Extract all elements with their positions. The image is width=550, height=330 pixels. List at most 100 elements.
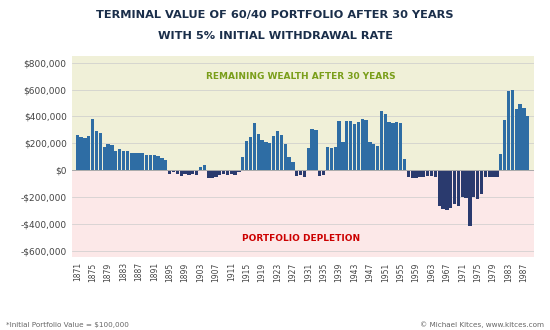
Bar	[234, 170, 236, 175]
Bar	[349, 121, 352, 170]
Bar	[226, 170, 229, 175]
Bar	[103, 148, 106, 170]
Bar	[426, 170, 429, 176]
Bar	[257, 134, 260, 170]
Bar	[395, 122, 398, 170]
Bar	[211, 170, 213, 178]
Bar	[311, 129, 313, 170]
Bar	[272, 136, 275, 170]
Bar	[222, 170, 225, 174]
Bar	[515, 109, 518, 170]
Bar	[276, 131, 279, 170]
Bar	[392, 123, 394, 170]
Bar	[99, 133, 102, 170]
Bar	[422, 170, 425, 177]
Bar	[288, 157, 290, 170]
Bar	[403, 159, 406, 170]
Bar	[411, 170, 414, 178]
Text: © Michael Kitces, www.kitces.com: © Michael Kitces, www.kitces.com	[421, 322, 544, 328]
Bar	[380, 111, 383, 170]
Bar	[268, 143, 271, 170]
Bar	[295, 170, 298, 176]
Bar	[241, 157, 244, 170]
Bar	[384, 114, 387, 170]
Bar	[338, 120, 340, 170]
Bar	[184, 170, 186, 174]
Bar	[280, 135, 283, 170]
Bar	[372, 144, 375, 170]
Bar	[322, 170, 325, 175]
Bar	[299, 170, 302, 175]
Bar	[249, 137, 252, 170]
Bar	[72, 170, 534, 257]
Bar	[361, 119, 364, 170]
Bar	[488, 170, 491, 177]
Text: PORTFOLIO DEPLETION: PORTFOLIO DEPLETION	[241, 234, 360, 243]
Bar	[188, 170, 190, 175]
Bar	[118, 149, 121, 170]
Bar	[315, 130, 317, 170]
Bar	[434, 170, 437, 177]
Bar	[399, 123, 402, 170]
Bar	[161, 158, 163, 170]
Bar	[368, 142, 371, 170]
Bar	[326, 147, 329, 170]
Bar	[214, 170, 217, 177]
Bar	[449, 170, 452, 208]
Bar	[511, 90, 514, 170]
Bar	[72, 56, 534, 170]
Bar	[365, 120, 367, 170]
Bar	[357, 122, 360, 170]
Bar	[446, 170, 448, 211]
Bar	[442, 170, 444, 209]
Bar	[522, 109, 525, 170]
Bar	[480, 170, 483, 194]
Bar	[292, 162, 294, 170]
Bar	[307, 148, 310, 170]
Bar	[330, 148, 333, 170]
Bar	[465, 170, 468, 198]
Bar	[107, 144, 109, 170]
Bar	[111, 145, 113, 170]
Bar	[122, 151, 125, 170]
Bar	[207, 170, 210, 178]
Bar	[472, 170, 475, 197]
Text: REMAINING WEALTH AFTER 30 YEARS: REMAINING WEALTH AFTER 30 YEARS	[206, 72, 395, 81]
Bar	[164, 160, 167, 170]
Bar	[195, 170, 198, 175]
Bar	[84, 138, 86, 170]
Bar	[172, 170, 175, 172]
Bar	[130, 153, 133, 170]
Bar	[95, 131, 98, 170]
Bar	[261, 140, 263, 170]
Bar	[238, 170, 240, 172]
Bar	[453, 170, 456, 204]
Bar	[253, 122, 256, 170]
Bar	[149, 155, 152, 170]
Bar	[157, 156, 160, 170]
Bar	[415, 170, 417, 178]
Bar	[492, 170, 494, 177]
Bar	[430, 170, 433, 176]
Bar	[80, 137, 82, 170]
Bar	[469, 170, 471, 226]
Bar	[496, 170, 498, 177]
Bar	[284, 144, 287, 170]
Bar	[419, 170, 421, 177]
Bar	[230, 170, 233, 174]
Bar	[145, 155, 148, 170]
Bar	[457, 170, 460, 206]
Bar	[519, 104, 521, 170]
Bar	[168, 170, 171, 174]
Bar	[180, 170, 183, 176]
Bar	[303, 170, 306, 177]
Bar	[265, 142, 267, 170]
Bar	[87, 136, 90, 170]
Bar	[388, 122, 390, 170]
Bar	[76, 135, 79, 170]
Bar	[376, 146, 379, 170]
Bar	[503, 120, 506, 170]
Bar	[126, 151, 129, 170]
Bar	[342, 142, 344, 170]
Bar	[499, 154, 502, 170]
